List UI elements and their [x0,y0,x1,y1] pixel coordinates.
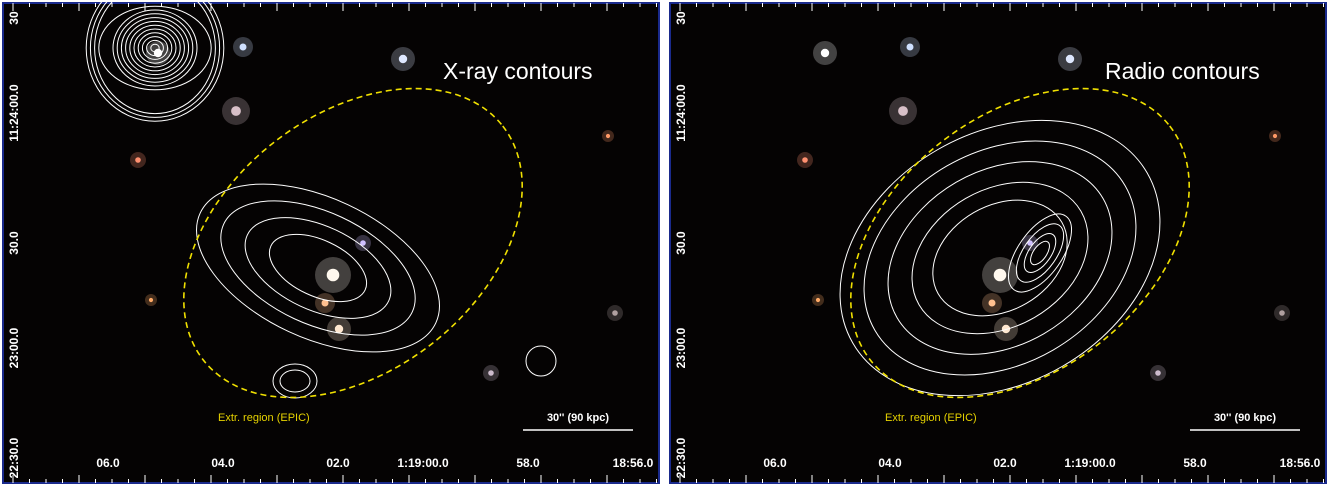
x-tick-label: 04.0 [878,456,902,470]
x-tick-label: 58.0 [516,456,540,470]
x-tick-label: 18:56.0 [1280,456,1321,470]
x-tick-label: 06.0 [763,456,787,470]
star [1279,310,1285,316]
y-tick-label: 30.0 [674,231,688,255]
star [335,325,343,333]
panel-title: X-ray contours [443,58,593,84]
star [1066,55,1074,63]
x-tick-label: 02.0 [326,456,350,470]
y-tick-label: 23:00.0 [7,327,21,368]
star [994,269,1007,282]
star [149,298,153,302]
y-tick-label: 23:00.0 [674,327,688,368]
panel-title: Radio contours [1105,58,1260,84]
panel: X-ray contours Extr. region (EPIC) 30'' (9… [3,0,659,483]
y-tick-label: 30 [674,11,688,25]
y-tick-label: 22:30.0 [674,437,688,478]
star [240,44,247,51]
star [612,310,618,316]
star [816,298,820,302]
star [989,300,996,307]
star [821,49,829,57]
star [606,134,610,138]
region-label: Extr. region (EPIC) [885,412,977,424]
x-tick-label: 06.0 [96,456,120,470]
y-tick-label: 11:24:00.0 [674,84,688,142]
star [231,106,241,116]
panel: Radio contours Extr. region (EPIC) 30'' (9… [670,3,1326,483]
star [1155,370,1161,376]
star [399,55,407,63]
region-label: Extr. region (EPIC) [218,412,310,424]
star [898,106,908,116]
x-tick-label: 04.0 [211,456,235,470]
y-tick-label: 22:30.0 [7,437,21,478]
figure: X-ray contours Extr. region (EPIC) 30'' (9… [0,0,1339,485]
star [488,370,494,376]
star [327,269,340,282]
star [1273,134,1277,138]
x-tick-label: 02.0 [993,456,1017,470]
scale-label: 30'' (90 kpc) [547,412,609,424]
y-tick-label: 30.0 [7,231,21,255]
scale-label: 30'' (90 kpc) [1214,412,1276,424]
x-tick-label: 1:19:00.0 [397,456,449,470]
star [135,157,141,163]
x-tick-label: 18:56.0 [613,456,654,470]
x-tick-label: 1:19:00.0 [1064,456,1116,470]
y-tick-label: 11:24:00.0 [7,84,21,142]
y-tick-label: 30 [7,11,21,25]
star [907,44,914,51]
x-tick-label: 58.0 [1183,456,1207,470]
star [802,157,808,163]
